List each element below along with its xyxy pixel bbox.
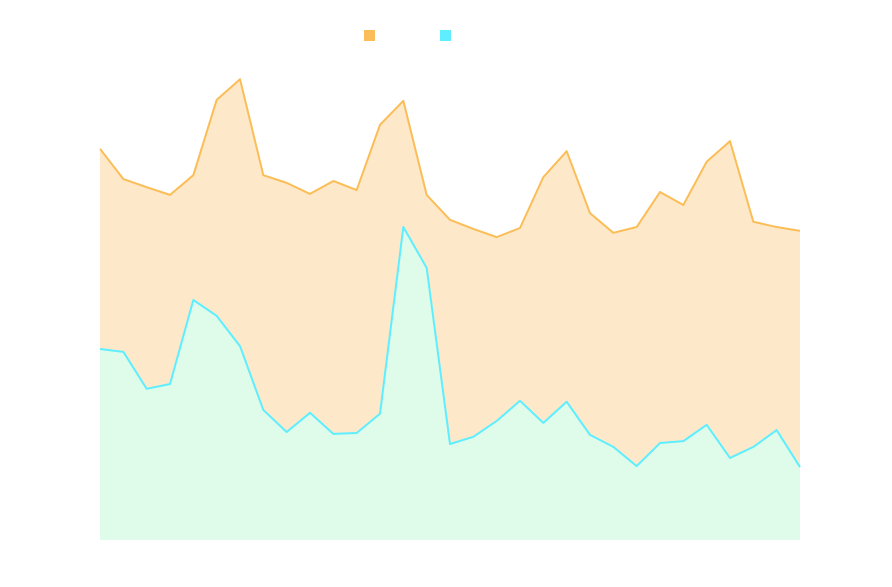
area-line	[99, 226, 801, 468]
area-line	[99, 78, 801, 239]
legend-swatch	[364, 30, 375, 41]
legend-swatch	[440, 30, 451, 41]
area-fill	[100, 227, 800, 541]
